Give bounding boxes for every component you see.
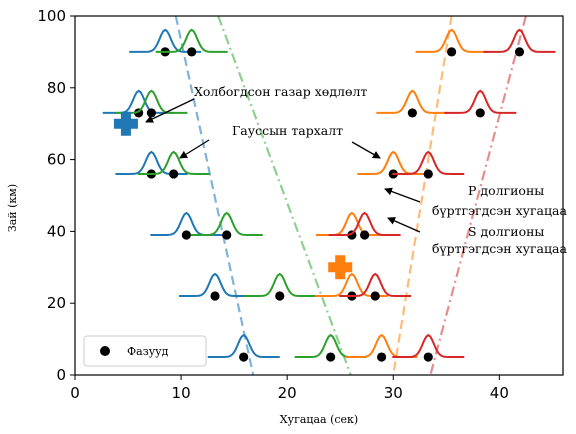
gaussian-waveform-18 <box>315 211 388 236</box>
moveout-line-3 <box>429 16 527 375</box>
legend-box <box>83 335 207 367</box>
phase-pick-15 <box>475 108 485 118</box>
legend-marker <box>100 346 110 356</box>
phase-pick-17 <box>423 169 433 179</box>
y-tick-label-5: 100 <box>37 7 66 25</box>
phase-pick-23 <box>423 352 433 362</box>
phase-pick-6 <box>181 230 191 240</box>
phase-pick-21 <box>370 291 380 301</box>
moveout-line-1 <box>217 16 352 375</box>
legend: Фазууд <box>83 335 207 367</box>
gaussian-waveform-5 <box>137 150 210 175</box>
y-tick-label-0: 0 <box>56 366 66 384</box>
x-tick-label-2: 20 <box>278 384 297 402</box>
gaussian-waveform-9 <box>243 272 316 297</box>
gaussian-waveform-19 <box>328 211 401 236</box>
earthquake-marker-0 <box>113 111 138 136</box>
gaussian-waveform-1 <box>155 28 228 53</box>
y-tick-label-3: 60 <box>47 151 66 169</box>
annotation-arrow-s-wave <box>387 217 421 233</box>
y-tick-label-1: 20 <box>47 294 66 312</box>
gaussian-waveform-12 <box>415 28 488 53</box>
phase-pick-19 <box>360 230 370 240</box>
phase-pick-9 <box>275 291 285 301</box>
moveout-line-0 <box>174 16 255 375</box>
gaussian-waveform-23 <box>392 333 465 358</box>
gaussian-waveform-16 <box>357 150 430 175</box>
legend-label: Фазууд <box>127 345 169 358</box>
phase-pick-22 <box>376 352 387 362</box>
phase-pick-5 <box>169 169 179 179</box>
annotation-linked-earthquake: Холбогдсон газар хөдлөлт <box>194 84 367 99</box>
gaussian-waveform-10 <box>207 333 280 358</box>
moveout-line-2 <box>392 16 453 375</box>
x-tick-label-0: 0 <box>70 384 80 402</box>
x-tick-label-3: 30 <box>384 384 403 402</box>
annotation-p-wave-line1: P долгионы <box>468 183 544 198</box>
x-axis-label: Хугацаа (сек) <box>280 413 358 426</box>
annotation-gaussian: Гауссын тархалт <box>232 123 343 138</box>
phase-pick-7 <box>222 230 232 240</box>
annotation-s-wave-line1: S долгионы <box>468 224 544 239</box>
plot-frame <box>74 15 564 376</box>
annotation-s-wave-line2: бүртгэгдсэн хугацаа <box>432 241 568 256</box>
y-tick-label-2: 40 <box>47 222 66 240</box>
gaussian-waveform-21 <box>339 272 412 297</box>
gaussian-waveform-2 <box>102 89 175 114</box>
phase-pick-8 <box>210 291 220 301</box>
annotation-arrow-gaussian <box>179 139 210 159</box>
phase-pick-10 <box>239 352 249 362</box>
gaussian-waveform-7 <box>190 211 263 236</box>
x-tick-label-4: 40 <box>490 384 509 402</box>
phase-pick-1 <box>187 47 197 57</box>
annotation-arrow-p-wave <box>384 187 421 203</box>
earthquake-marker-1 <box>328 255 353 280</box>
ticks: 0 10 20 30 40 0 20 40 60 80 100 <box>37 7 509 402</box>
phase-pick-12 <box>447 47 457 57</box>
y-tick-label-4: 80 <box>47 79 66 97</box>
gaussian-waveform-17 <box>392 150 465 175</box>
gaussian-waveform-8 <box>179 272 251 297</box>
x-tick-label-1: 10 <box>172 384 191 402</box>
phase-pick-14 <box>407 108 417 118</box>
phase-pick-13 <box>514 47 525 57</box>
gaussian-waveform-15 <box>444 89 517 114</box>
y-axis-label: Зай (км) <box>6 184 19 232</box>
gaussian-waveform-13 <box>483 28 556 53</box>
annotation-p-wave-line2: бүртгэгдсэн хугацаа <box>432 203 568 218</box>
phase-pick-11 <box>326 352 336 362</box>
phase-pick-3 <box>146 108 156 118</box>
gaussian-waveform-14 <box>376 89 449 114</box>
annotation-arrow-earthquake <box>145 98 195 123</box>
data-layer <box>102 16 556 375</box>
annotation-arrow-gaussian-right <box>351 141 381 159</box>
